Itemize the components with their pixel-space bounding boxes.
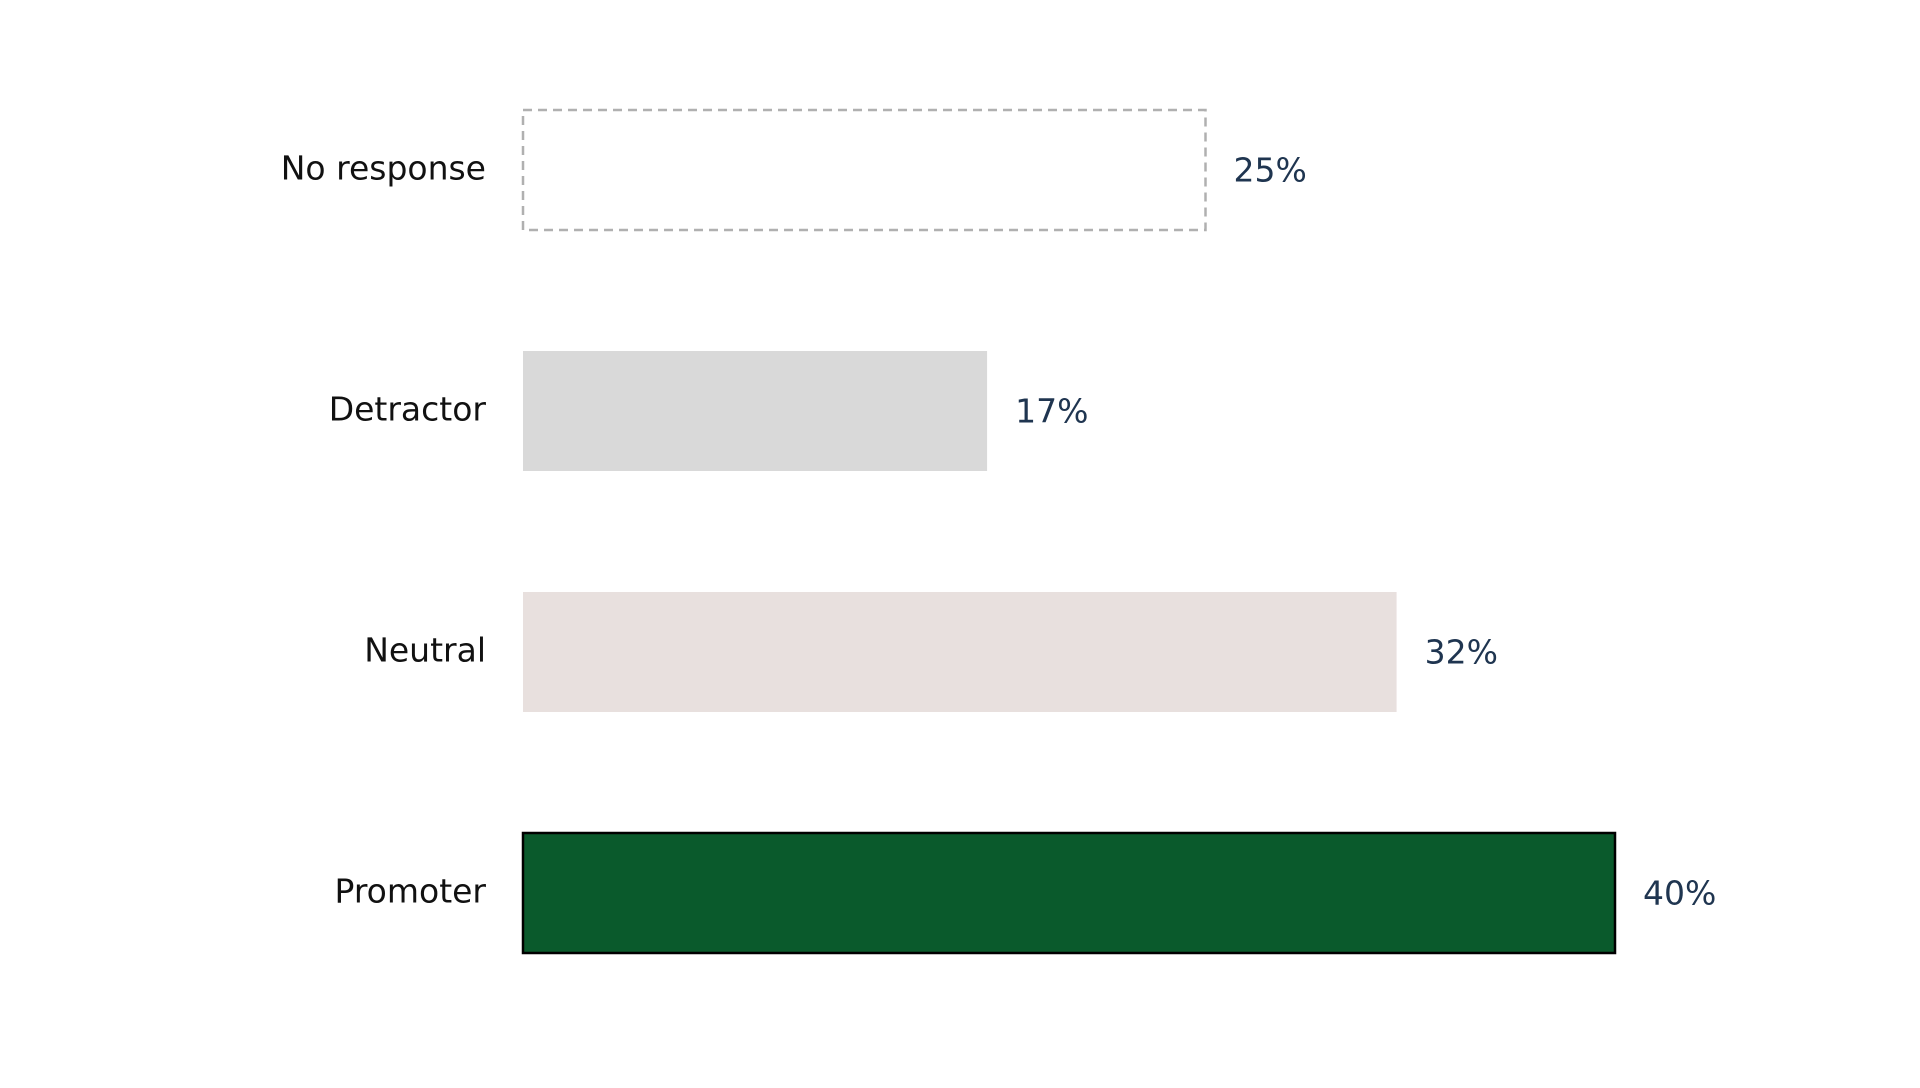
bar bbox=[521, 831, 1617, 955]
bar bbox=[521, 108, 1207, 232]
category-label: Neutral bbox=[364, 631, 486, 670]
category-label: No response bbox=[281, 149, 486, 188]
value-label: 25% bbox=[1234, 151, 1307, 190]
category-label: Promoter bbox=[335, 872, 487, 911]
category-label: Detractor bbox=[329, 390, 487, 429]
value-label: 17% bbox=[1015, 392, 1088, 431]
bar bbox=[523, 351, 988, 471]
bar bbox=[523, 592, 1397, 712]
value-label: 32% bbox=[1425, 633, 1498, 672]
value-label: 40% bbox=[1643, 874, 1716, 913]
